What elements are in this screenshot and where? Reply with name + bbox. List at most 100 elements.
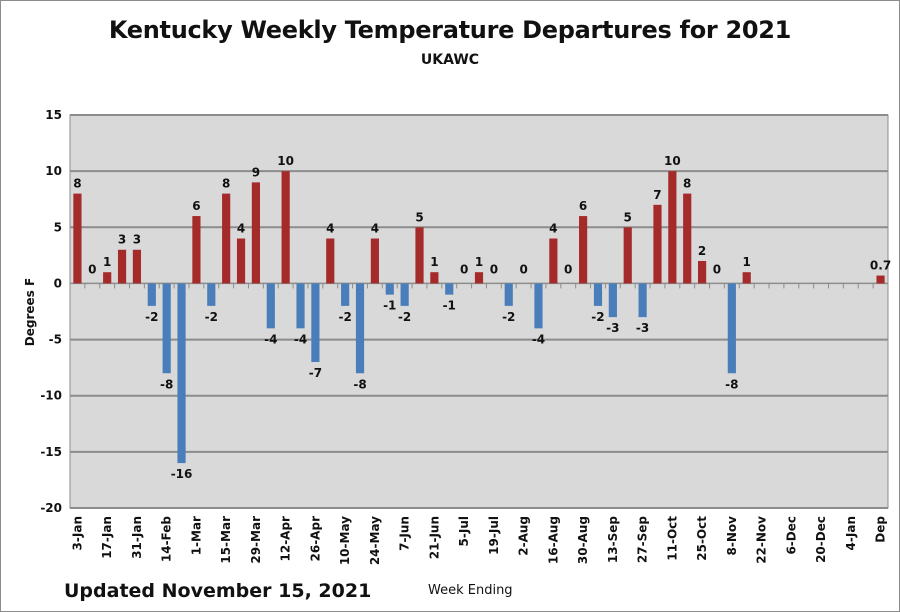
bar: [638, 283, 647, 318]
bar: [192, 216, 201, 284]
data-label: -4: [532, 332, 545, 346]
bar: [504, 283, 513, 306]
chart-subtitle: UKAWC: [420, 52, 480, 68]
x-tick-label: 19-Jul: [487, 516, 501, 555]
bar: [683, 193, 692, 284]
x-tick-label: 15-Mar: [219, 516, 233, 564]
bar: [727, 283, 736, 374]
x-tick-label: 21-Jun: [427, 516, 441, 559]
data-label: 8: [73, 177, 81, 191]
data-label: -7: [309, 366, 322, 380]
data-label: 7: [653, 188, 661, 202]
bar: [207, 283, 216, 306]
bar: [430, 272, 439, 284]
y-tick-label: -15: [40, 445, 62, 459]
data-label: 0: [490, 262, 498, 276]
data-label: -3: [636, 321, 649, 335]
data-label: -2: [591, 310, 604, 324]
data-label: 0: [88, 262, 96, 276]
data-label: 5: [415, 210, 423, 224]
x-axis-label: Week Ending: [428, 583, 513, 598]
data-label: 4: [371, 222, 379, 236]
bar: [698, 260, 707, 284]
x-tick-label: 12-Apr: [279, 516, 293, 562]
x-tick-label: 31-Jan: [130, 516, 144, 559]
bar: [251, 182, 260, 284]
bar: [222, 193, 231, 284]
x-tick-label: 30-Aug: [576, 516, 590, 564]
bar: [281, 171, 290, 284]
data-label: -2: [145, 310, 158, 324]
data-label: -2: [502, 310, 515, 324]
bar: [653, 204, 662, 284]
y-tick-label: 10: [45, 164, 62, 178]
x-tick-label: 10-May: [338, 516, 352, 565]
bar: [311, 283, 320, 363]
data-label: 0: [564, 262, 572, 276]
data-label: -2: [205, 310, 218, 324]
data-label: 8: [683, 177, 691, 191]
bar: [266, 283, 275, 329]
data-label: -8: [160, 377, 173, 391]
data-label: -1: [383, 299, 396, 313]
data-label: 6: [579, 199, 587, 213]
bar: [370, 238, 379, 284]
bar: [623, 227, 632, 284]
bar: [534, 283, 543, 329]
x-tick-label: 17-Jan: [100, 516, 114, 559]
bar: [549, 238, 558, 284]
bar: [593, 283, 603, 306]
data-label: 9: [252, 165, 260, 179]
data-label: -8: [353, 377, 366, 391]
x-tick-label: 11-Oct: [665, 516, 679, 561]
chart-title: Kentucky Weekly Temperature Departures f…: [108, 16, 792, 44]
bar: [162, 283, 171, 374]
y-tick-label: -10: [40, 389, 62, 403]
x-tick-label: 5-Jul: [457, 516, 471, 546]
data-label: -3: [606, 321, 619, 335]
data-label: 8: [222, 177, 230, 191]
bar: [742, 272, 751, 284]
bar: [341, 283, 350, 306]
data-label: -16: [171, 467, 193, 481]
y-tick-label: -5: [49, 333, 62, 347]
bar: [608, 283, 617, 318]
data-label: 4: [237, 222, 245, 236]
bar: [236, 238, 246, 284]
data-label: 1: [475, 255, 483, 269]
x-tick-label: 6-Dec: [784, 516, 798, 555]
data-label: 0: [460, 262, 468, 276]
x-tick-label: Dep: [874, 516, 888, 543]
data-label: 0.7: [870, 259, 891, 273]
bar: [415, 227, 424, 284]
data-label: 2: [698, 244, 706, 258]
data-label: 4: [549, 222, 557, 236]
data-label: 5: [624, 210, 632, 224]
x-tick-label: 22-Nov: [755, 516, 769, 564]
y-tick-label: 0: [54, 276, 62, 290]
bar: [117, 249, 127, 284]
bar: [579, 216, 588, 284]
x-tick-label: 3-Jan: [70, 516, 84, 550]
y-tick-label: -20: [40, 501, 62, 515]
bar: [400, 283, 409, 306]
bar: [355, 283, 365, 374]
data-label: -4: [294, 332, 307, 346]
data-label: 1: [430, 255, 438, 269]
x-tick-label: 16-Aug: [546, 516, 560, 564]
y-tick-label: 5: [54, 220, 62, 234]
bar: [668, 171, 677, 284]
x-tick-label: 29-Mar: [249, 516, 263, 564]
x-tick-label: 25-Oct: [695, 516, 709, 561]
bar: [326, 238, 335, 284]
data-label: -2: [338, 310, 351, 324]
x-tick-label: 26-Apr: [308, 516, 322, 562]
bar: [132, 249, 142, 284]
data-label: 3: [133, 233, 141, 247]
bar: [445, 283, 454, 295]
x-tick-label: 1-Mar: [189, 516, 203, 555]
bar: [147, 283, 156, 306]
data-label: 1: [103, 255, 111, 269]
data-label: -2: [398, 310, 411, 324]
